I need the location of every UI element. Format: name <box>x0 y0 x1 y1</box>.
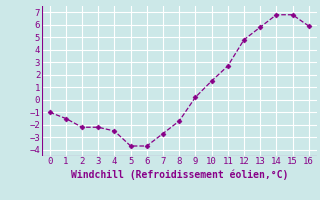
X-axis label: Windchill (Refroidissement éolien,°C): Windchill (Refroidissement éolien,°C) <box>70 169 288 180</box>
